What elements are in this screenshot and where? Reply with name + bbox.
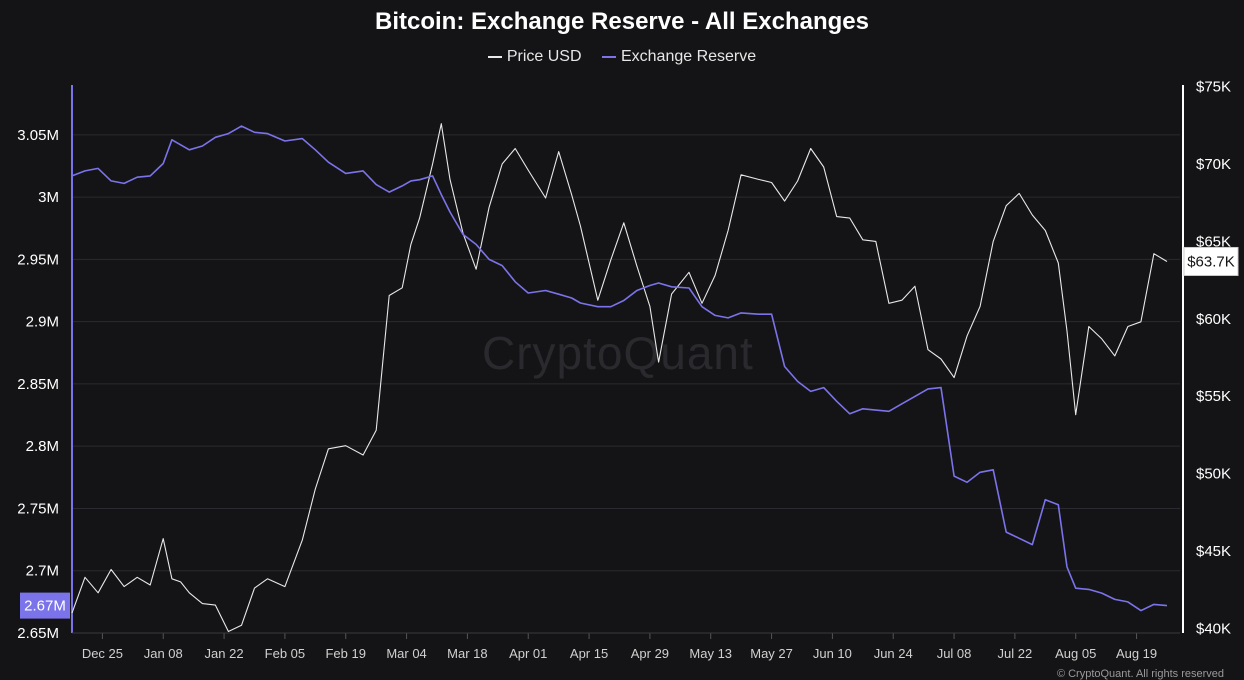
left-tick-label: 2.7M [26,563,59,580]
x-tick-label: May 27 [750,646,793,661]
right-tick-label: $75K [1196,79,1231,96]
right-tick-label: $55K [1196,388,1231,405]
price-usd-line[interactable] [71,123,1168,633]
x-tick-label: Apr 01 [509,646,547,661]
axes: 3.05M 3M 2.95M 2.9M 2.85M 2.8M 2.75M 2.7M 2.65M $… [17,79,1231,661]
left-tick-label: 3.05M [17,127,59,144]
x-tick-label: Apr 29 [631,646,669,661]
series-layer [71,123,1168,633]
x-tick-label: Aug 05 [1055,646,1096,661]
right-tick-label: $45K [1196,543,1231,560]
current-price-badge [1183,246,1239,276]
copyright-notice: © CryptoQuant. All rights reserved [1056,668,1224,680]
x-tick-label: Feb 19 [325,646,365,661]
legend-item-reserve[interactable]: Exchange Reserve [601,48,757,66]
left-tick-label: 2.9M [26,314,59,331]
x-tick-label: Feb 05 [265,646,305,661]
legend-label-price: Price USD [506,48,582,65]
right-tick-label: $70K [1196,156,1231,173]
right-tick-label: $65K [1196,233,1231,250]
left-tick-label: 2.8M [26,438,59,455]
x-tick-label: Jul 08 [937,646,972,661]
legend-label-reserve: Exchange Reserve [620,48,757,65]
current-reserve-label: 2.67M [24,598,66,615]
chart-title: Bitcoin: Exchange Reserve - All Exchange… [375,8,869,35]
x-tick-label: Apr 15 [570,646,608,661]
right-tick-label: $40K [1196,620,1231,637]
right-tick-label: $50K [1196,466,1231,483]
x-tick-label: Mar 04 [386,646,426,661]
left-tick-label: 2.95M [17,251,59,268]
x-tick-label: Jan 08 [144,646,183,661]
x-tick-label: Jul 22 [998,646,1033,661]
right-tick-label: $60K [1196,311,1231,328]
grid-lines [72,134,1180,634]
legend-swatch-price [487,55,502,58]
labels-layer: 2.67M $63.7K [20,246,1239,619]
x-tick-label: Jun 10 [813,646,852,661]
x-tick-label: Jan 22 [205,646,244,661]
legend: Price USD Exchange Reserve [0,48,1244,66]
exchange-reserve-line[interactable] [71,125,1168,612]
current-price-label: $63.7K [1187,253,1235,270]
legend-item-price[interactable]: Price USD [487,48,582,66]
legend-swatch-reserve [601,55,616,58]
x-tick-label: May 13 [689,646,732,661]
x-tick-label: Jun 24 [874,646,913,661]
x-tick-label: Aug 19 [1116,646,1157,661]
current-reserve-badge [20,592,70,619]
left-tick-label: 2.85M [17,376,59,393]
left-tick-label: 2.75M [17,500,59,517]
left-tick-label: 2.65M [17,625,59,642]
watermark: CryptoQuant [482,327,754,379]
x-tick-label: Dec 25 [82,646,123,661]
left-tick-label: 3M [38,189,59,206]
x-tick-label: Mar 18 [447,646,487,661]
